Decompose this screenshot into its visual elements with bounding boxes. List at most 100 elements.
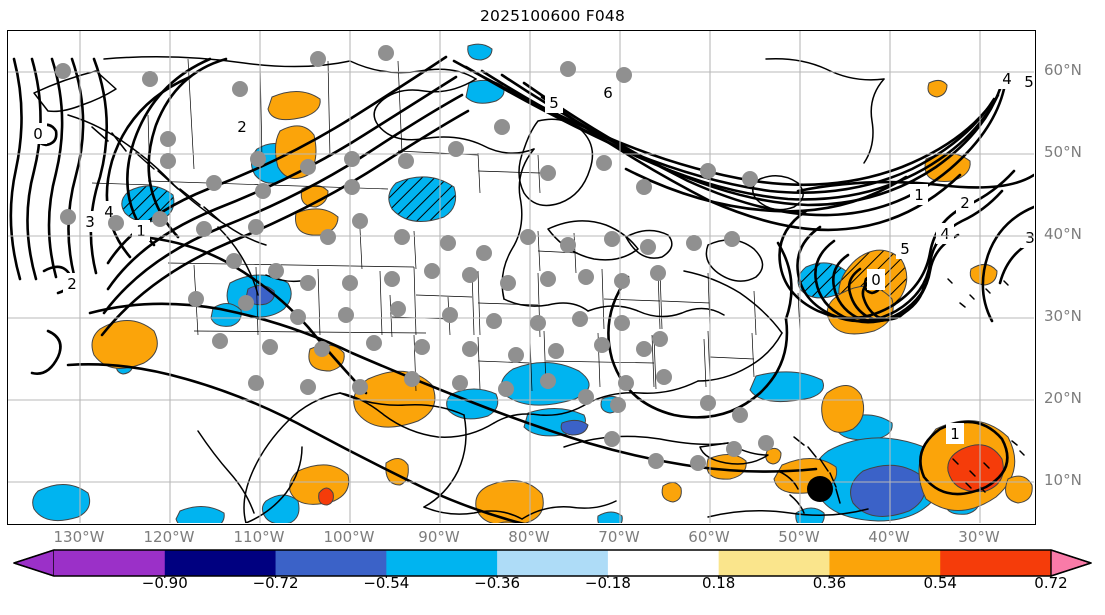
longitude-tick-label-8: 50°W: [778, 528, 820, 546]
latitude-tick-label-4: 20°N: [1044, 389, 1082, 407]
station-marker-dot: [196, 221, 212, 237]
station-marker-dot: [486, 313, 502, 329]
station-marker-dot: [160, 153, 176, 169]
longitude-tick-label-9: 40°W: [868, 528, 910, 546]
station-marker-dot: [476, 245, 492, 261]
station-marker-dot: [226, 253, 242, 269]
station-marker-dot: [508, 347, 524, 363]
station-marker-dot: [152, 211, 168, 227]
colorbar-tick-label-8: 0.72: [1034, 574, 1068, 592]
station-marker-dot: [462, 341, 478, 357]
contour-label-mask: [29, 123, 47, 144]
contour-label-mask: [233, 116, 251, 137]
station-marker-dot: [742, 171, 758, 187]
contour-label: 0: [33, 125, 43, 143]
station-marker-dot: [726, 441, 742, 457]
latitude-tick-label-5: 10°N: [1044, 471, 1082, 489]
station-marker-dot: [540, 271, 556, 287]
station-marker-dot: [344, 179, 360, 195]
colorbar-tick-label-0: −0.90: [141, 574, 188, 592]
contour-label-mask: [1020, 71, 1034, 92]
colorbar-band[interactable]: [164, 550, 277, 576]
station-marker-dot: [60, 209, 76, 225]
colorbar-band[interactable]: [497, 550, 609, 576]
station-marker-dot: [640, 239, 656, 255]
contour-label: 1: [136, 222, 146, 240]
colorbar-tick-label-6: 0.36: [812, 574, 847, 592]
contour-label: 5: [1024, 73, 1034, 91]
contour-label: 5: [900, 240, 910, 258]
colorbar-tick-label-3: −0.36: [474, 574, 521, 592]
station-marker-dot: [700, 163, 716, 179]
station-marker-dot: [338, 307, 354, 323]
longitude-tick-label-3: 100°W: [323, 528, 375, 546]
station-marker-dot: [440, 235, 456, 251]
contour-label-mask: [63, 273, 81, 294]
station-marker-dot: [394, 229, 410, 245]
station-marker-dot: [344, 151, 360, 167]
longitude-tick-label-7: 60°W: [688, 528, 730, 546]
station-marker-dot: [248, 219, 264, 235]
contour-label-mask: [545, 92, 563, 113]
contour-label-mask: [867, 269, 885, 290]
station-marker-dot: [572, 311, 588, 327]
latitude-tick-label-1: 50°N: [1044, 143, 1082, 161]
colorbar-band[interactable]: [54, 550, 166, 576]
station-marker-dot: [442, 307, 458, 323]
contour-label-mask: [1021, 227, 1034, 248]
contour-label: 4: [940, 225, 950, 243]
colorbar-band[interactable]: [718, 550, 831, 576]
station-marker-dot: [300, 159, 316, 175]
contour-label-mask: [599, 82, 617, 103]
station-marker-dot: [390, 301, 406, 317]
colorbar-band[interactable]: [607, 550, 720, 576]
contour-label-mask: [956, 192, 974, 213]
station-marker-dot: [462, 267, 478, 283]
station-marker-dot: [578, 389, 594, 405]
station-marker-dot: [578, 269, 594, 285]
station-marker-dot: [238, 295, 254, 311]
station-marker-dot: [268, 263, 284, 279]
contour-label: 1: [950, 425, 960, 443]
station-marker-dot: [540, 373, 556, 389]
colorbar-under-arrow: [13, 549, 55, 577]
station-marker-dot: [108, 215, 124, 231]
station-marker-dot: [614, 315, 630, 331]
longitude-tick-label-5: 80°W: [508, 528, 550, 546]
station-marker-dot: [290, 309, 306, 325]
contour-label-mask: [936, 223, 954, 244]
station-marker-dot: [614, 273, 630, 289]
station-marker-dot: [648, 453, 664, 469]
station-marker-dot: [652, 331, 668, 347]
station-marker-dot: [636, 341, 652, 357]
colorbar-band[interactable]: [940, 550, 1052, 576]
station-marker-dot: [616, 67, 632, 83]
station-marker-dot: [560, 237, 576, 253]
colorbar-band[interactable]: [386, 550, 498, 576]
station-marker-dot: [206, 175, 222, 191]
station-marker-dot: [342, 275, 358, 291]
contour-label-mask: [896, 238, 914, 259]
colorbar[interactable]: −0.90 −0.72 −0.54 −0.36 −0.18 0.18 0.36 0.54 0.7…: [0, 548, 1105, 615]
contour-label-mask: [946, 423, 964, 444]
station-marker-dot: [724, 231, 740, 247]
station-marker-dot: [378, 45, 394, 61]
longitude-tick-label-0: 130°W: [53, 528, 105, 546]
station-marker-dot: [366, 335, 382, 351]
station-marker-dot: [424, 263, 440, 279]
colorbar-band[interactable]: [275, 550, 387, 576]
station-marker-dot: [732, 407, 748, 423]
station-marker-dot: [636, 179, 652, 195]
colorbar-tick-label-4: −0.18: [584, 574, 631, 592]
contour-label: 1: [914, 186, 924, 204]
latitude-tick-label-0: 60°N: [1044, 61, 1082, 79]
station-marker-dot: [594, 337, 610, 353]
station-marker-dot: [604, 231, 620, 247]
station-marker-dot: [700, 395, 716, 411]
colorbar-band[interactable]: [829, 550, 941, 576]
station-marker-layer: [55, 45, 774, 471]
contour-label-mask: [81, 211, 99, 232]
station-marker-dot: [618, 375, 634, 391]
colorbar-swatches[interactable]: [0, 548, 1105, 581]
